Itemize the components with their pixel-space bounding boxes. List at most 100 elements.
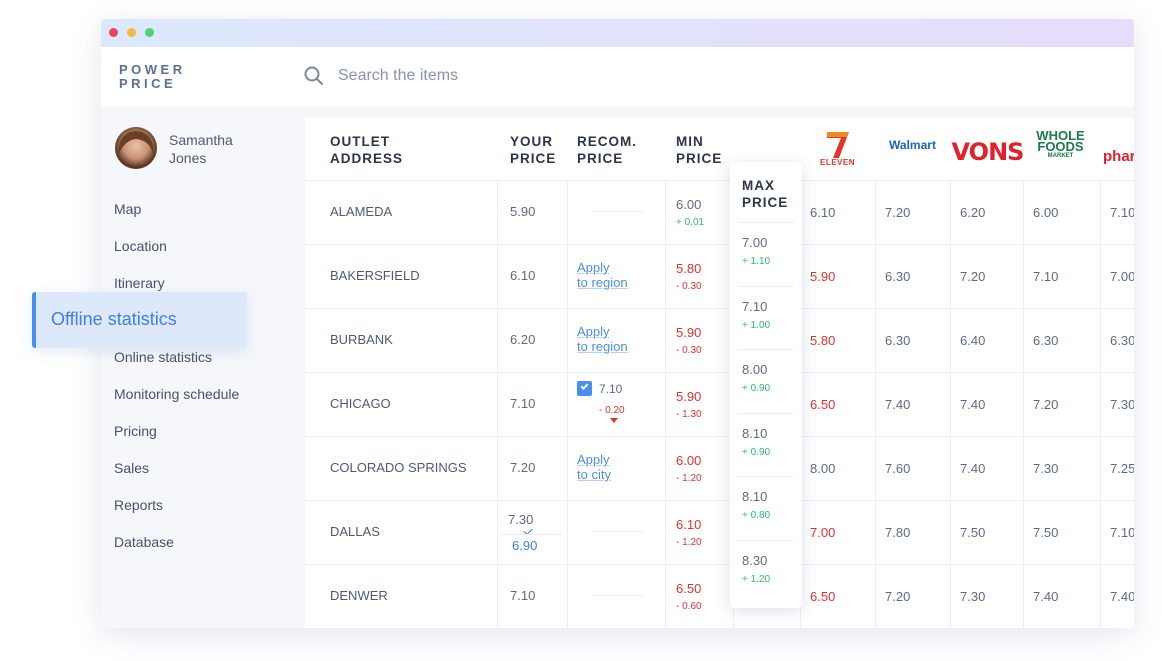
row-divider xyxy=(738,539,794,541)
logo-line: PRICE xyxy=(119,76,177,91)
min-delta: - 0.30 xyxy=(676,281,702,292)
outlet-address: BAKERSFIELD xyxy=(330,268,420,283)
nav-item[interactable]: Map xyxy=(114,201,142,217)
logo-text: ELEVEN xyxy=(819,158,855,167)
down-triangle xyxy=(610,418,618,423)
min-price: 6.10 xyxy=(676,517,702,532)
logo-text: MARKET xyxy=(1047,153,1074,159)
competitor-price: 7.00 xyxy=(1110,269,1134,284)
user-last-name: Jones xyxy=(169,150,207,166)
column-divider xyxy=(497,180,498,628)
column-header: YOUR PRICE xyxy=(510,133,556,167)
apply-link[interactable]: Apply to region xyxy=(577,260,628,290)
avatar[interactable] xyxy=(114,126,158,170)
apply-link[interactable]: Apply to city xyxy=(577,452,611,482)
nav-item[interactable]: Online statistics xyxy=(114,349,213,365)
competitor-price: 7.10 xyxy=(1110,525,1134,540)
competitor-price: 7.10 xyxy=(1110,205,1134,220)
min-price: 6.50 xyxy=(676,581,702,596)
max-delta: + 0.90 xyxy=(742,383,771,394)
header-line: PRICE xyxy=(510,151,557,166)
competitor-price: 6.40 xyxy=(960,333,986,348)
max-delta: + 0.90 xyxy=(742,446,771,458)
outlet-address: DENWER xyxy=(330,588,388,603)
competitor-logo: VONS xyxy=(950,138,1025,166)
max-price: 7.10 xyxy=(742,298,768,314)
nav-item[interactable]: Location xyxy=(114,238,167,254)
row-divider xyxy=(305,244,1134,245)
your-price: 7.10 xyxy=(510,588,536,603)
competitor-price: 7.40 xyxy=(960,397,986,412)
row-divider xyxy=(305,308,1134,309)
nav-item[interactable]: Sales xyxy=(114,460,150,476)
competitor-price: 6.30 xyxy=(885,269,911,284)
empty-recom xyxy=(592,531,644,532)
nav-item[interactable]: Database xyxy=(114,534,174,550)
apply-link[interactable]: Apply to region xyxy=(577,324,628,354)
competitor-price: 7.30 xyxy=(1033,461,1059,476)
max-price: 8.10 xyxy=(742,425,768,441)
competitor-price: 6.50 xyxy=(810,589,836,604)
empty-recom xyxy=(592,211,644,212)
competitor-price: 7.50 xyxy=(1033,525,1059,540)
header-line: PRICE xyxy=(676,151,723,166)
logo-text: Walmart xyxy=(889,138,936,152)
competitor-price: 7.40 xyxy=(1110,589,1134,604)
apply-line: Apply xyxy=(577,260,610,275)
header-line: YOUR xyxy=(510,134,554,149)
column-divider xyxy=(1100,180,1101,628)
header-line: PRICE xyxy=(742,195,789,210)
competitor-price: 7.25 xyxy=(1110,461,1134,476)
competitor-price: 6.50 xyxy=(810,397,836,412)
competitor-price: 7.40 xyxy=(885,397,911,412)
competitor-price: 6.30 xyxy=(1110,333,1134,348)
row-divider xyxy=(305,500,1134,501)
search-input[interactable]: Search the items xyxy=(338,67,459,84)
nav-item[interactable]: Monitoring schedule xyxy=(114,386,240,402)
your-price: 6.20 xyxy=(510,332,536,347)
your-price: 7.20 xyxy=(510,460,536,475)
nav-item-active[interactable]: Offline statistics xyxy=(32,292,247,348)
recom-delta: - 0.20 xyxy=(599,405,625,416)
competitor-price: 6.30 xyxy=(885,333,911,348)
your-price: 7.30 xyxy=(508,512,534,527)
nav-label: Offline statistics xyxy=(51,309,177,329)
competitor-price: 7.30 xyxy=(960,589,986,604)
minimize-dot[interactable] xyxy=(127,28,136,37)
close-dot[interactable] xyxy=(109,28,118,37)
logo-text: pharmacy xyxy=(1103,148,1134,165)
competitor-price: 7.80 xyxy=(885,525,911,540)
column-header: MIN PRICE xyxy=(676,133,722,167)
nav-item[interactable]: Pricing xyxy=(114,423,157,439)
header-line: MIN xyxy=(676,134,704,149)
apply-line: Apply xyxy=(577,452,610,467)
max-delta: + 1.10 xyxy=(742,256,771,267)
max-price: 8.30 xyxy=(742,552,768,568)
row-divider xyxy=(738,476,794,477)
price-table: OUTLET ADDRESS YOUR PRICE RECOM. PRICE MIN PRIC… xyxy=(305,118,1134,628)
min-price: 6.00 xyxy=(676,197,702,212)
competitor-price: 6.00 xyxy=(1033,205,1059,220)
your-price: 6.10 xyxy=(510,268,536,283)
column-divider xyxy=(665,180,666,628)
seven-shape xyxy=(826,132,849,158)
max-price-card: MAX PRICE 7.00 + 1.10 7.10 + 1.00 8.00 + 0.90 8.… xyxy=(730,162,802,608)
checkbox[interactable] xyxy=(577,381,592,396)
competitor-price: 7.20 xyxy=(885,589,911,604)
competitor-price: 5.80 xyxy=(810,333,836,348)
title-bar xyxy=(101,19,1134,47)
search-icon[interactable] xyxy=(304,66,324,86)
logo-text: VONS xyxy=(951,138,1025,166)
max-delta: + 0.80 xyxy=(742,510,771,521)
maximize-dot[interactable] xyxy=(145,28,154,37)
min-price: 5.90 xyxy=(676,389,702,404)
column-header: OUTLET ADDRESS xyxy=(330,133,403,167)
nav-item[interactable]: Reports xyxy=(114,497,164,513)
min-price: 5.90 xyxy=(676,325,702,340)
competitor-price: 7.20 xyxy=(1033,397,1059,412)
your-price: 7.10 xyxy=(510,396,536,411)
nav-item[interactable]: Itinerary xyxy=(114,275,165,291)
your-price-new: 6.90 xyxy=(512,538,538,553)
column-divider xyxy=(567,180,568,628)
competitor-price: 6.30 xyxy=(1033,333,1059,348)
